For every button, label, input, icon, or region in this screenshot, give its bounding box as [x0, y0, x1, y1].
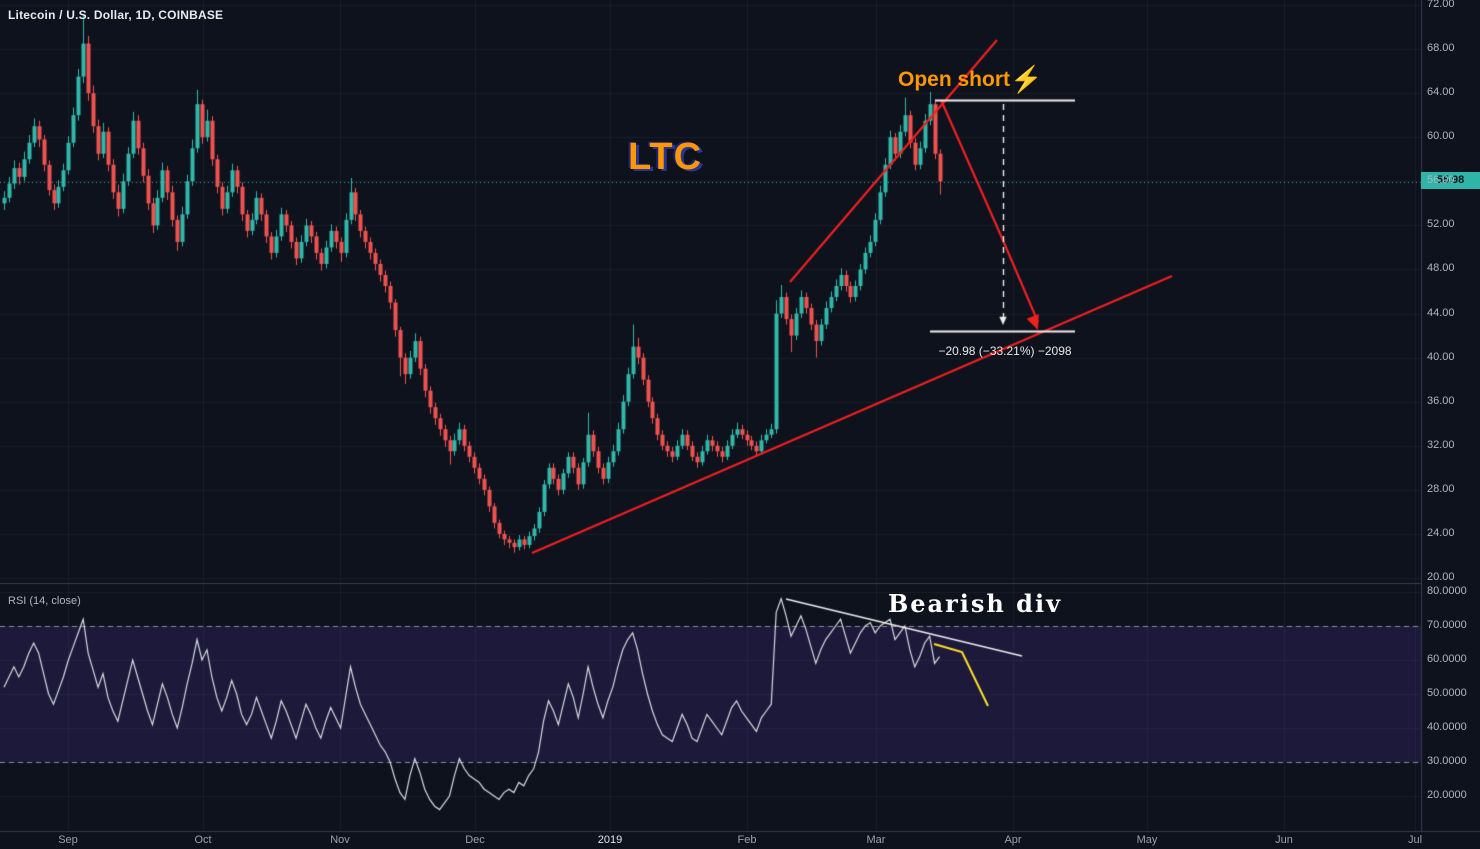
price-axis-label: 24.00	[1427, 526, 1455, 539]
price-axis-label: 20.00	[1427, 571, 1455, 583]
open-short-annotation[interactable]: Open short⚡	[898, 64, 1042, 95]
rsi-axis-label: 30.0000	[1427, 755, 1467, 767]
rsi-axis-label: 20.0000	[1427, 789, 1467, 801]
time-axis-label: 2019	[597, 834, 623, 846]
rsi-indicator-label[interactable]: RSI (14, close)	[8, 595, 81, 607]
time-axis-label: Oct	[194, 834, 212, 846]
time-axis-label: Jun	[1275, 834, 1293, 846]
time-axis-label: Apr	[1004, 834, 1022, 846]
time-axis-label: Sep	[58, 834, 78, 846]
rsi-axis-label: 80.0000	[1427, 585, 1467, 597]
time-axis-label: Nov	[330, 834, 350, 846]
symbol-title[interactable]: Litecoin / U.S. Dollar, 1D, COINBASE	[8, 8, 224, 22]
main-price-pane[interactable]	[0, 0, 1421, 583]
measure-tool-label: −20.98 (−33.21%) −2098	[938, 344, 1072, 358]
rsi-indicator-pane[interactable]	[0, 585, 1421, 831]
price-axis-label: 48.00	[1427, 262, 1455, 275]
bearish-div-annotation[interactable]: Bearish div	[888, 589, 1063, 618]
price-axis-label: 40.00	[1427, 350, 1455, 363]
rsi-axis-label: 50.0000	[1427, 687, 1467, 699]
price-axis-label: 28.00	[1427, 482, 1455, 495]
price-axis-label: 32.00	[1427, 438, 1455, 451]
time-axis-label: Dec	[465, 834, 485, 846]
price-axis-label: 60.00	[1427, 130, 1455, 143]
price-axis-label: 44.00	[1427, 306, 1455, 319]
price-axis-label: 68.00	[1427, 42, 1455, 55]
last-price-tag: 55.98	[1421, 172, 1480, 189]
ltc-text-annotation[interactable]: LTC	[628, 136, 703, 178]
time-axis-label: Feb	[737, 834, 757, 846]
rsi-axis-label: 60.0000	[1427, 653, 1467, 665]
price-axis-label: 64.00	[1427, 86, 1455, 99]
price-axis[interactable]	[1421, 0, 1480, 831]
time-axis-label: May	[1136, 834, 1158, 846]
rsi-axis-label: 70.0000	[1427, 619, 1467, 631]
time-axis-label: Jul	[1407, 834, 1423, 846]
lightning-icon: ⚡	[1010, 64, 1043, 94]
open-short-label: Open short	[898, 68, 1011, 91]
time-axis-label: Mar	[866, 834, 886, 846]
price-axis-label: 56.00	[1427, 174, 1455, 187]
price-axis-label: 52.00	[1427, 218, 1455, 231]
rsi-axis-label: 40.0000	[1427, 721, 1467, 733]
price-axis-label: 72.00	[1427, 0, 1455, 10]
price-axis-label: 36.00	[1427, 394, 1455, 407]
